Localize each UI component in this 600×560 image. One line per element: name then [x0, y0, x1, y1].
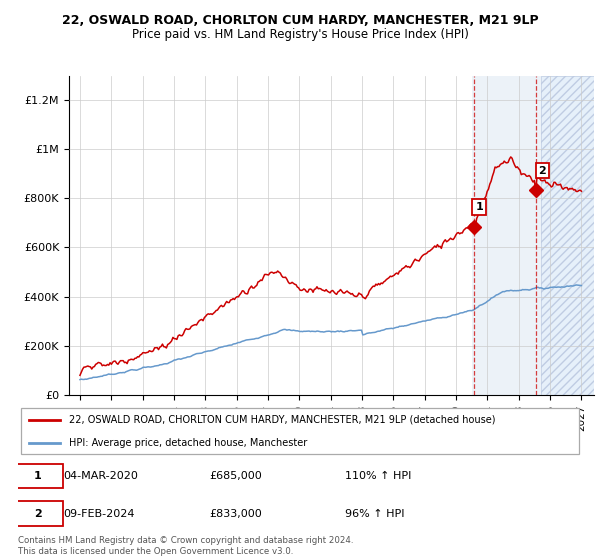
- Text: 2: 2: [34, 509, 41, 519]
- Text: 22, OSWALD ROAD, CHORLTON CUM HARDY, MANCHESTER, M21 9LP (detached house): 22, OSWALD ROAD, CHORLTON CUM HARDY, MAN…: [69, 414, 495, 424]
- Text: £685,000: £685,000: [210, 471, 263, 481]
- Bar: [472, 76, 600, 395]
- Text: Contains HM Land Registry data © Crown copyright and database right 2024.
This d: Contains HM Land Registry data © Crown c…: [18, 536, 353, 556]
- Text: HPI: Average price, detached house, Manchester: HPI: Average price, detached house, Manc…: [69, 438, 307, 448]
- FancyBboxPatch shape: [13, 464, 63, 488]
- Text: 96% ↑ HPI: 96% ↑ HPI: [345, 509, 404, 519]
- Text: Price paid vs. HM Land Registry's House Price Index (HPI): Price paid vs. HM Land Registry's House …: [131, 28, 469, 41]
- Text: 22, OSWALD ROAD, CHORLTON CUM HARDY, MANCHESTER, M21 9LP: 22, OSWALD ROAD, CHORLTON CUM HARDY, MAN…: [62, 14, 538, 27]
- Bar: [541, 76, 600, 395]
- Text: 09-FEB-2024: 09-FEB-2024: [63, 509, 134, 519]
- Text: 04-MAR-2020: 04-MAR-2020: [63, 471, 138, 481]
- Bar: [541, 76, 600, 395]
- Text: £833,000: £833,000: [210, 509, 263, 519]
- Text: 1: 1: [34, 471, 41, 481]
- FancyBboxPatch shape: [13, 501, 63, 526]
- Text: 110% ↑ HPI: 110% ↑ HPI: [345, 471, 412, 481]
- Text: 2: 2: [538, 166, 546, 176]
- FancyBboxPatch shape: [21, 408, 579, 454]
- Text: 1: 1: [475, 202, 483, 212]
